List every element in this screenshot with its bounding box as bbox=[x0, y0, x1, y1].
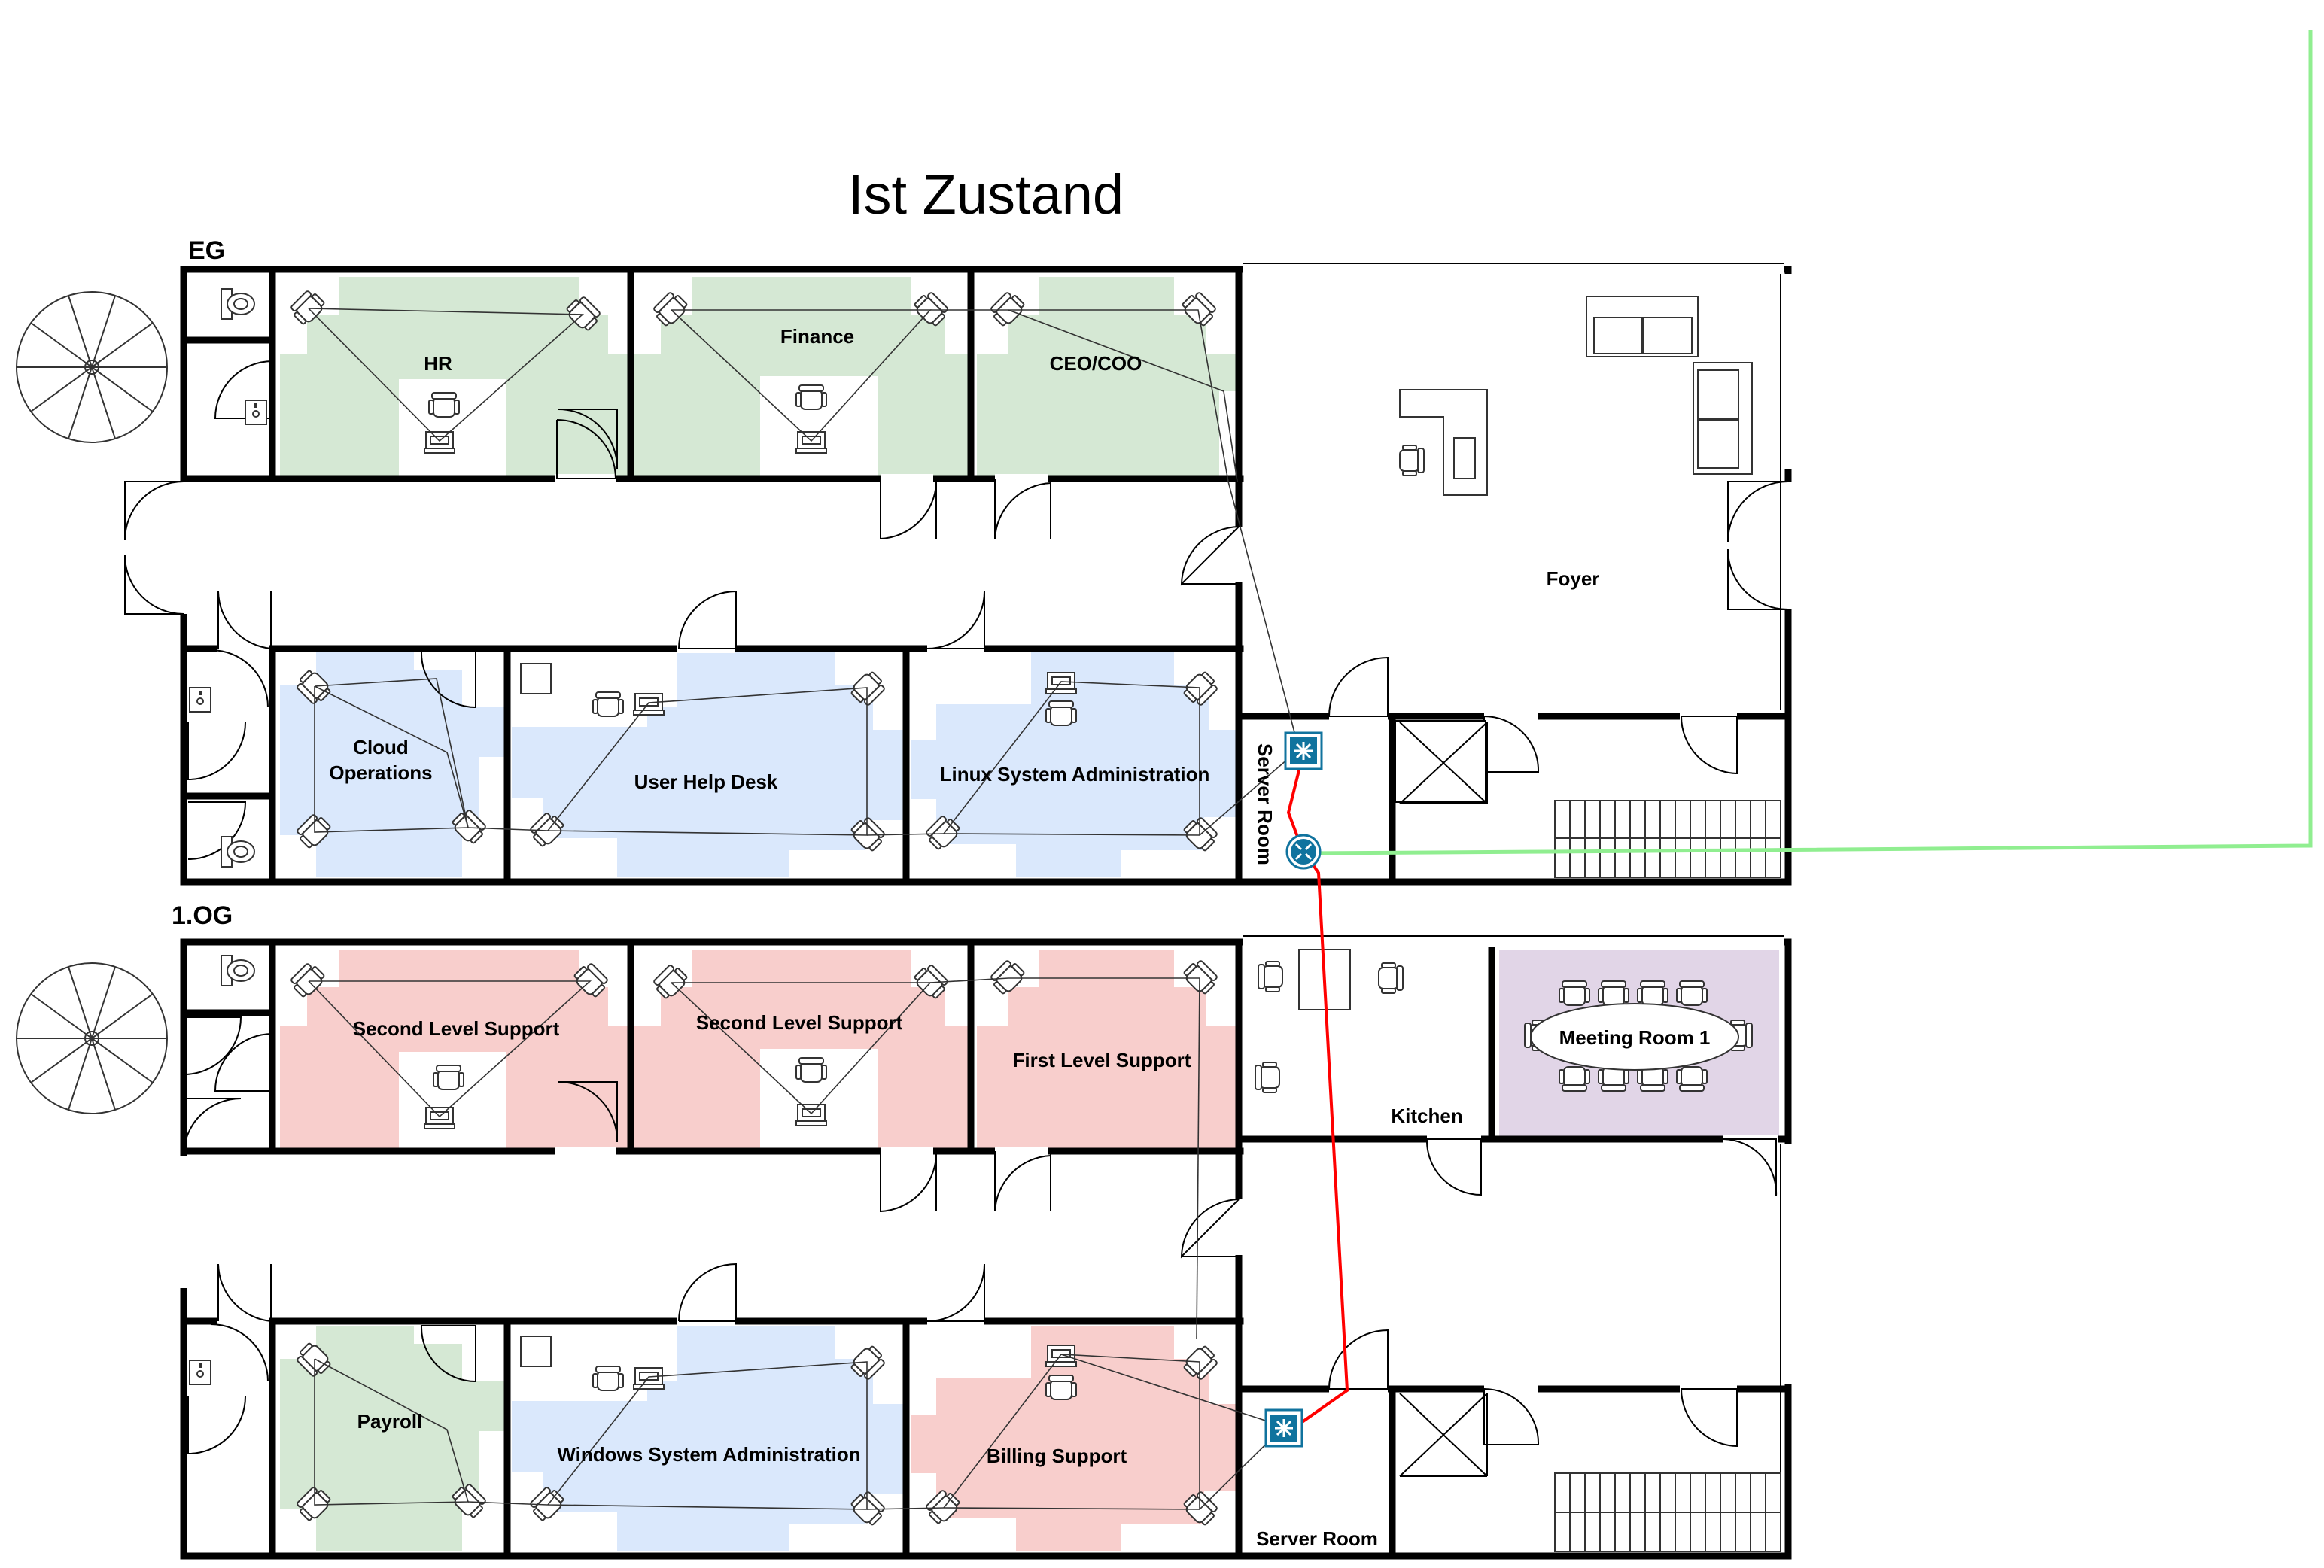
eg-openings bbox=[179, 265, 1793, 721]
floor-label-1og: 1.OG bbox=[172, 901, 233, 930]
printer-icon bbox=[520, 663, 552, 694]
meeting-table bbox=[1524, 980, 1753, 1092]
room-label-cloud-ops: Cloud bbox=[353, 736, 409, 758]
computer-icon bbox=[1453, 437, 1476, 479]
printer-icon bbox=[520, 1336, 552, 1367]
floor-label-eg: EG bbox=[188, 236, 225, 265]
room-label-windows-admin: Windows System Administration bbox=[557, 1443, 860, 1466]
room-label-first-level: First Level Support bbox=[1013, 1049, 1191, 1071]
og-workstations bbox=[287, 957, 1221, 1529]
room-label-server-room-eg: Server Room bbox=[1254, 743, 1276, 865]
toilet-icon bbox=[221, 836, 255, 868]
foyer-furniture bbox=[1399, 296, 1753, 496]
og-desk-cutouts bbox=[280, 950, 1237, 1551]
room-label-hr: HR bbox=[424, 352, 452, 375]
fiber-cable bbox=[1304, 30, 2313, 855]
spiral-staircase-icon bbox=[16, 962, 168, 1114]
network-switch-icon[interactable] bbox=[1264, 1408, 1303, 1448]
sink-icon bbox=[189, 687, 211, 713]
room-label-cloud-ops-2: Operations bbox=[329, 761, 432, 784]
eg-doors bbox=[124, 360, 1789, 860]
room-label-billing: Billing Support bbox=[987, 1445, 1127, 1467]
network-cables bbox=[308, 308, 1300, 1510]
room-label-finance: Finance bbox=[780, 325, 854, 348]
eg-restroom-walls bbox=[180, 277, 276, 800]
room-label-ceo: CEO/COO bbox=[1050, 352, 1142, 375]
toilet-icon bbox=[221, 288, 255, 320]
sink-icon bbox=[245, 400, 267, 425]
router-icon[interactable] bbox=[1285, 834, 1322, 870]
room-label-foyer: Foyer bbox=[1547, 567, 1600, 590]
network-switch-icon[interactable] bbox=[1284, 731, 1323, 770]
room-label-linux-admin: Linux System Administration bbox=[940, 763, 1210, 786]
stairs-icon bbox=[1399, 1393, 1781, 1552]
room-label-kitchen: Kitchen bbox=[1391, 1105, 1462, 1127]
toilet-icon bbox=[221, 955, 255, 986]
sink-icon bbox=[189, 1360, 211, 1385]
og-doors bbox=[183, 1016, 1778, 1455]
room-label-meeting-room: Meeting Room 1 bbox=[1559, 1026, 1711, 1049]
eg-workstations bbox=[287, 287, 1221, 855]
stairs-lines-og bbox=[1555, 1473, 1781, 1551]
room-label-payroll: Payroll bbox=[357, 1410, 423, 1433]
room-label-server-room-og: Server Room bbox=[1256, 1527, 1378, 1550]
spiral-staircase-icon bbox=[16, 291, 168, 443]
page-title: Ist Zustand bbox=[848, 163, 1124, 226]
room-labels: HR Finance CEO/COO Foyer Cloud Operation… bbox=[329, 325, 1710, 1550]
stairs-lines-eg bbox=[1555, 801, 1781, 877]
room-label-second-level-2: Second Level Support bbox=[696, 1011, 903, 1034]
room-label-second-level-1: Second Level Support bbox=[353, 1017, 560, 1040]
stairs-icon bbox=[1395, 720, 1781, 878]
room-label-user-help-desk: User Help Desk bbox=[634, 770, 778, 793]
